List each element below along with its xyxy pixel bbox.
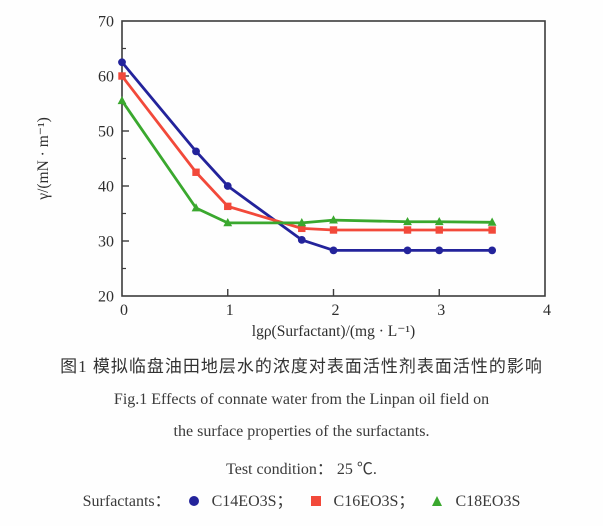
- legend-item-c16eo3s: C16EO3S；: [310, 493, 415, 510]
- legend-item-c18eo3s: C18EO3S: [432, 493, 520, 510]
- svg-text:70: 70: [98, 14, 114, 31]
- svg-text:1: 1: [226, 302, 234, 319]
- caption-test-condition: Test condition： 25 ℃.: [226, 461, 377, 478]
- caption-chinese: 图1 模拟临盘油田地层水的浓度对表面活性剂表面活性的影响: [60, 357, 543, 376]
- c18eo3s-triangle-marker-icon: [432, 496, 443, 506]
- legend-label-c14eo3s: C14EO3S；: [211, 493, 293, 510]
- svg-text:20: 20: [98, 289, 114, 306]
- caption-fig-english-line1: Fig.1 Effects of connate water from the …: [113, 391, 490, 408]
- legend-title: Surfactants：: [82, 493, 171, 510]
- svg-text:3: 3: [437, 302, 445, 319]
- svg-text:40: 40: [98, 179, 114, 196]
- svg-text:60: 60: [98, 69, 114, 86]
- legend-label-c16eo3s: C16EO3S；: [333, 493, 415, 510]
- chart-area: 20 30 40 50 60 70 0 1 2 3 4 lgρ(Surfactant)/(mg · L…: [35, 14, 551, 341]
- svg-text:4: 4: [543, 302, 551, 319]
- legend-label-c18eo3s: C18EO3S: [455, 493, 521, 510]
- svg-text:30: 30: [98, 234, 114, 251]
- legend-item-c14eo3s: C14EO3S；: [188, 493, 293, 510]
- figure-legend: Surfactants： C14EO3S； C16EO3S； C18EO3S: [0, 487, 603, 511]
- svg-text:0: 0: [120, 302, 128, 319]
- svg-text:50: 50: [98, 124, 114, 141]
- svg-text:γ/(mN · m⁻¹): γ/(mN · m⁻¹): [35, 117, 52, 201]
- svg-text:lgρ(Surfactant)/(mg · L⁻¹): lgρ(Surfactant)/(mg · L⁻¹): [252, 323, 415, 340]
- surface-tension-chart: 20 30 40 50 60 70 0 1 2 3 4 lgρ(Surfactant)/(mg · L…: [35, 14, 551, 341]
- c14eo3s-circle-marker-icon: [188, 496, 199, 506]
- c16eo3s-square-marker-icon: [310, 496, 321, 506]
- svg-text:2: 2: [332, 302, 340, 319]
- caption-fig-english-line2: the surface properties of the surfactant…: [173, 423, 430, 440]
